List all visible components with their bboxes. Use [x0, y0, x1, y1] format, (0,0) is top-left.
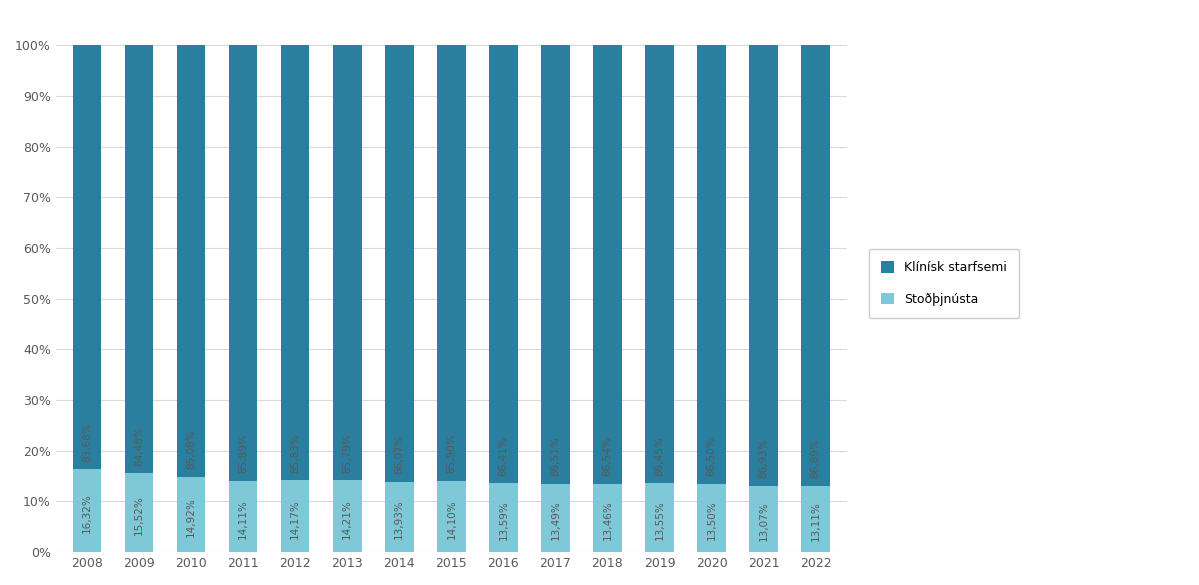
- Text: 13,93%: 13,93%: [394, 500, 404, 539]
- Bar: [698, 46, 725, 484]
- Text: 15,52%: 15,52%: [134, 495, 144, 535]
- Bar: [281, 46, 309, 480]
- Bar: [594, 484, 622, 552]
- Bar: [176, 477, 205, 552]
- Text: 13,07%: 13,07%: [759, 502, 769, 541]
- Text: 86,54%: 86,54%: [602, 436, 613, 476]
- Bar: [541, 46, 570, 484]
- Bar: [645, 46, 674, 483]
- Bar: [749, 46, 778, 486]
- Text: 85,79%: 85,79%: [342, 433, 353, 473]
- Text: 14,11%: 14,11%: [239, 499, 248, 539]
- Text: 13,46%: 13,46%: [602, 501, 613, 541]
- Text: 84,48%: 84,48%: [134, 426, 144, 466]
- Bar: [594, 46, 622, 484]
- Text: 14,10%: 14,10%: [446, 499, 457, 539]
- Bar: [749, 486, 778, 552]
- Text: 86,07%: 86,07%: [394, 434, 404, 474]
- Text: 13,50%: 13,50%: [706, 501, 717, 541]
- Text: 13,59%: 13,59%: [499, 500, 508, 540]
- Bar: [333, 480, 362, 552]
- Text: 85,89%: 85,89%: [239, 433, 248, 473]
- Bar: [281, 480, 309, 552]
- Bar: [801, 486, 830, 552]
- Bar: [229, 46, 258, 481]
- Bar: [73, 469, 101, 552]
- Text: 14,17%: 14,17%: [290, 499, 300, 539]
- Bar: [73, 46, 101, 469]
- Bar: [489, 483, 518, 552]
- Text: 85,83%: 85,83%: [290, 433, 300, 473]
- Text: 86,41%: 86,41%: [499, 436, 508, 476]
- Text: 85,90%: 85,90%: [446, 433, 457, 473]
- Text: 83,68%: 83,68%: [82, 422, 92, 462]
- Text: 13,11%: 13,11%: [811, 501, 820, 541]
- Bar: [125, 46, 153, 473]
- Bar: [489, 46, 518, 483]
- Legend: Klínísk starfsemi, Stoðþjnústa: Klínísk starfsemi, Stoðþjnústa: [869, 249, 1019, 318]
- Bar: [176, 46, 205, 477]
- Bar: [698, 484, 725, 552]
- Text: 14,92%: 14,92%: [186, 497, 197, 537]
- Bar: [541, 484, 570, 552]
- Bar: [801, 46, 830, 486]
- Text: 16,32%: 16,32%: [82, 494, 92, 533]
- Text: 14,21%: 14,21%: [342, 499, 353, 539]
- Text: 86,45%: 86,45%: [655, 436, 664, 476]
- Bar: [645, 483, 674, 552]
- Bar: [333, 46, 362, 480]
- Text: 86,51%: 86,51%: [550, 436, 560, 476]
- Text: 85,08%: 85,08%: [186, 429, 197, 469]
- Text: 13,49%: 13,49%: [550, 501, 560, 541]
- Bar: [385, 46, 414, 481]
- Text: 86,89%: 86,89%: [811, 438, 820, 478]
- Bar: [229, 481, 258, 552]
- Bar: [125, 473, 153, 552]
- Text: 86,93%: 86,93%: [759, 439, 769, 479]
- Text: 86,50%: 86,50%: [706, 436, 717, 476]
- Bar: [436, 46, 465, 481]
- Bar: [385, 481, 414, 552]
- Text: 13,55%: 13,55%: [655, 500, 664, 540]
- Bar: [436, 481, 465, 552]
